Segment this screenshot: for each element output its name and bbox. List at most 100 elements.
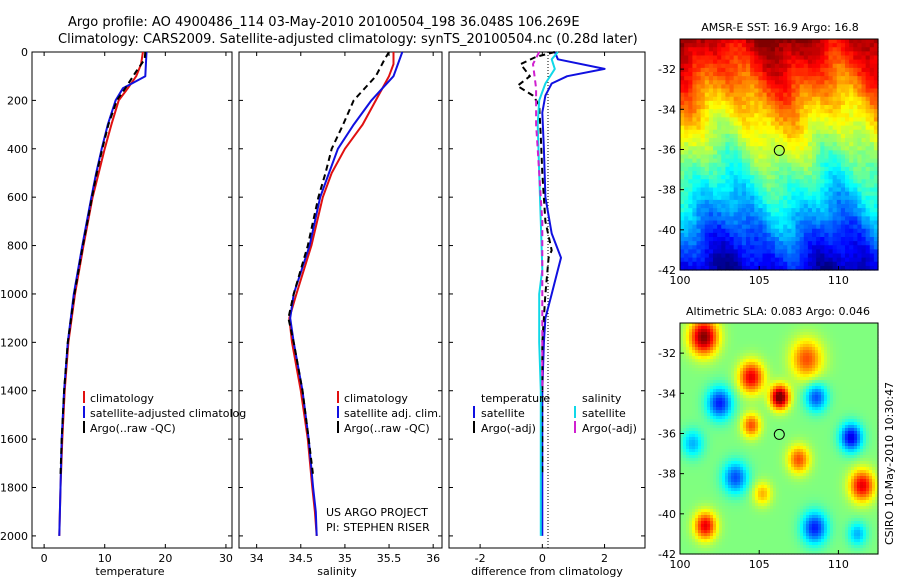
heatmap-cell [741,183,747,189]
heatmap-cell [743,341,747,345]
heatmap-cell [821,326,825,330]
heatmap-cell [869,416,873,420]
heatmap-cell [683,344,687,348]
x-tick-label: 35.5 [377,552,402,565]
heatmap-cell [812,47,817,52]
heatmap-cell [848,329,852,333]
heatmap-cell [832,129,838,135]
heatmap-cell [854,326,858,330]
heatmap-cell [725,323,729,327]
heatmap-cell [851,365,855,369]
heatmap-cell [836,187,842,193]
heatmap-cell [788,350,792,354]
heatmap-cell [770,187,776,193]
heatmap-cell [820,183,825,189]
heatmap-cell [692,63,698,69]
heatmap-cell [762,191,768,197]
heatmap-cell [770,404,774,408]
x-tick-label: 34.5 [289,552,314,565]
heatmap-cell [840,158,846,164]
heatmap-cell [857,356,861,360]
x-tick-label: 0 [539,552,546,565]
heatmap-cell [688,204,693,209]
heatmap-cell [755,407,759,411]
heatmap-cell [818,356,822,360]
heatmap-cell [812,138,817,143]
heatmap-cell [708,63,714,69]
heatmap-cell [767,374,771,378]
heatmap-cell [767,368,771,372]
heatmap-cell [776,392,780,396]
heatmap-cell [845,220,850,226]
heatmap-cell [861,84,867,90]
heatmap-cell [873,142,879,147]
heatmap-cell [725,166,731,172]
heatmap-cell [794,410,798,414]
heatmap-cell [791,359,795,363]
heatmap-cell [853,191,858,197]
heatmap-cell [741,162,747,168]
heatmap-cell [774,179,780,184]
heatmap-cell [865,88,871,94]
heatmap-cell [743,323,747,327]
heatmap-cell [806,371,810,375]
heatmap-cell [754,39,759,44]
heatmap-cell [683,347,687,351]
heatmap-cell [839,386,843,390]
heatmap-cell [737,359,741,363]
heatmap-cell [857,187,863,193]
heatmap-cell [762,249,768,255]
heatmap-cell [725,245,731,250]
heatmap-cell [872,416,876,420]
heatmap-cell [866,332,870,336]
heatmap-cell [774,220,780,226]
heatmap-cell [806,335,810,339]
heatmap-cell [851,398,855,402]
heatmap-cell [770,88,776,94]
heatmap-cell [794,323,798,327]
heatmap-cell [821,380,825,384]
heatmap-cell [791,401,795,405]
heatmap-cell [807,47,813,52]
heatmap-cell [872,413,876,417]
heatmap-cell [787,43,792,48]
heatmap-cell [708,228,714,234]
heatmap-cell [721,109,726,114]
heatmap-cell [794,338,798,342]
heatmap-cell [836,88,842,94]
heatmap-cell [731,362,735,366]
heatmap-cell [762,208,768,213]
heatmap-cell [737,92,743,98]
heatmap-cell [803,166,809,172]
heatmap-cell [783,199,788,205]
y-tick-label: -32 [658,63,676,76]
heatmap-cell [799,183,805,189]
heatmap-cell [764,362,768,366]
heatmap-cell [857,212,863,217]
heatmap-cell [807,59,813,65]
heatmap-cell [873,261,879,267]
heatmap-cell [783,228,788,234]
heatmap-cell [729,183,735,189]
heatmap-cell [853,208,858,213]
heatmap-cell [824,175,830,180]
heatmap-cell [821,392,825,396]
heatmap-cell [684,76,689,81]
heatmap-cell [708,171,714,176]
heatmap-cell [776,413,780,417]
heatmap-cell [795,138,801,143]
heatmap-cell [853,59,858,65]
heatmap-cell [865,109,871,114]
heatmap-cell [766,204,772,209]
heatmap-cell [803,133,809,139]
heatmap-cell [797,377,801,381]
heatmap-cell [680,162,685,168]
heatmap-cell [779,329,783,333]
heatmap-cell [840,253,846,259]
heatmap-cell [696,245,702,250]
heatmap-cell [704,374,708,378]
heatmap-cell [695,350,699,354]
heatmap-cell [717,55,722,61]
heatmap-cell [807,125,813,131]
heatmap-cell [696,125,702,131]
